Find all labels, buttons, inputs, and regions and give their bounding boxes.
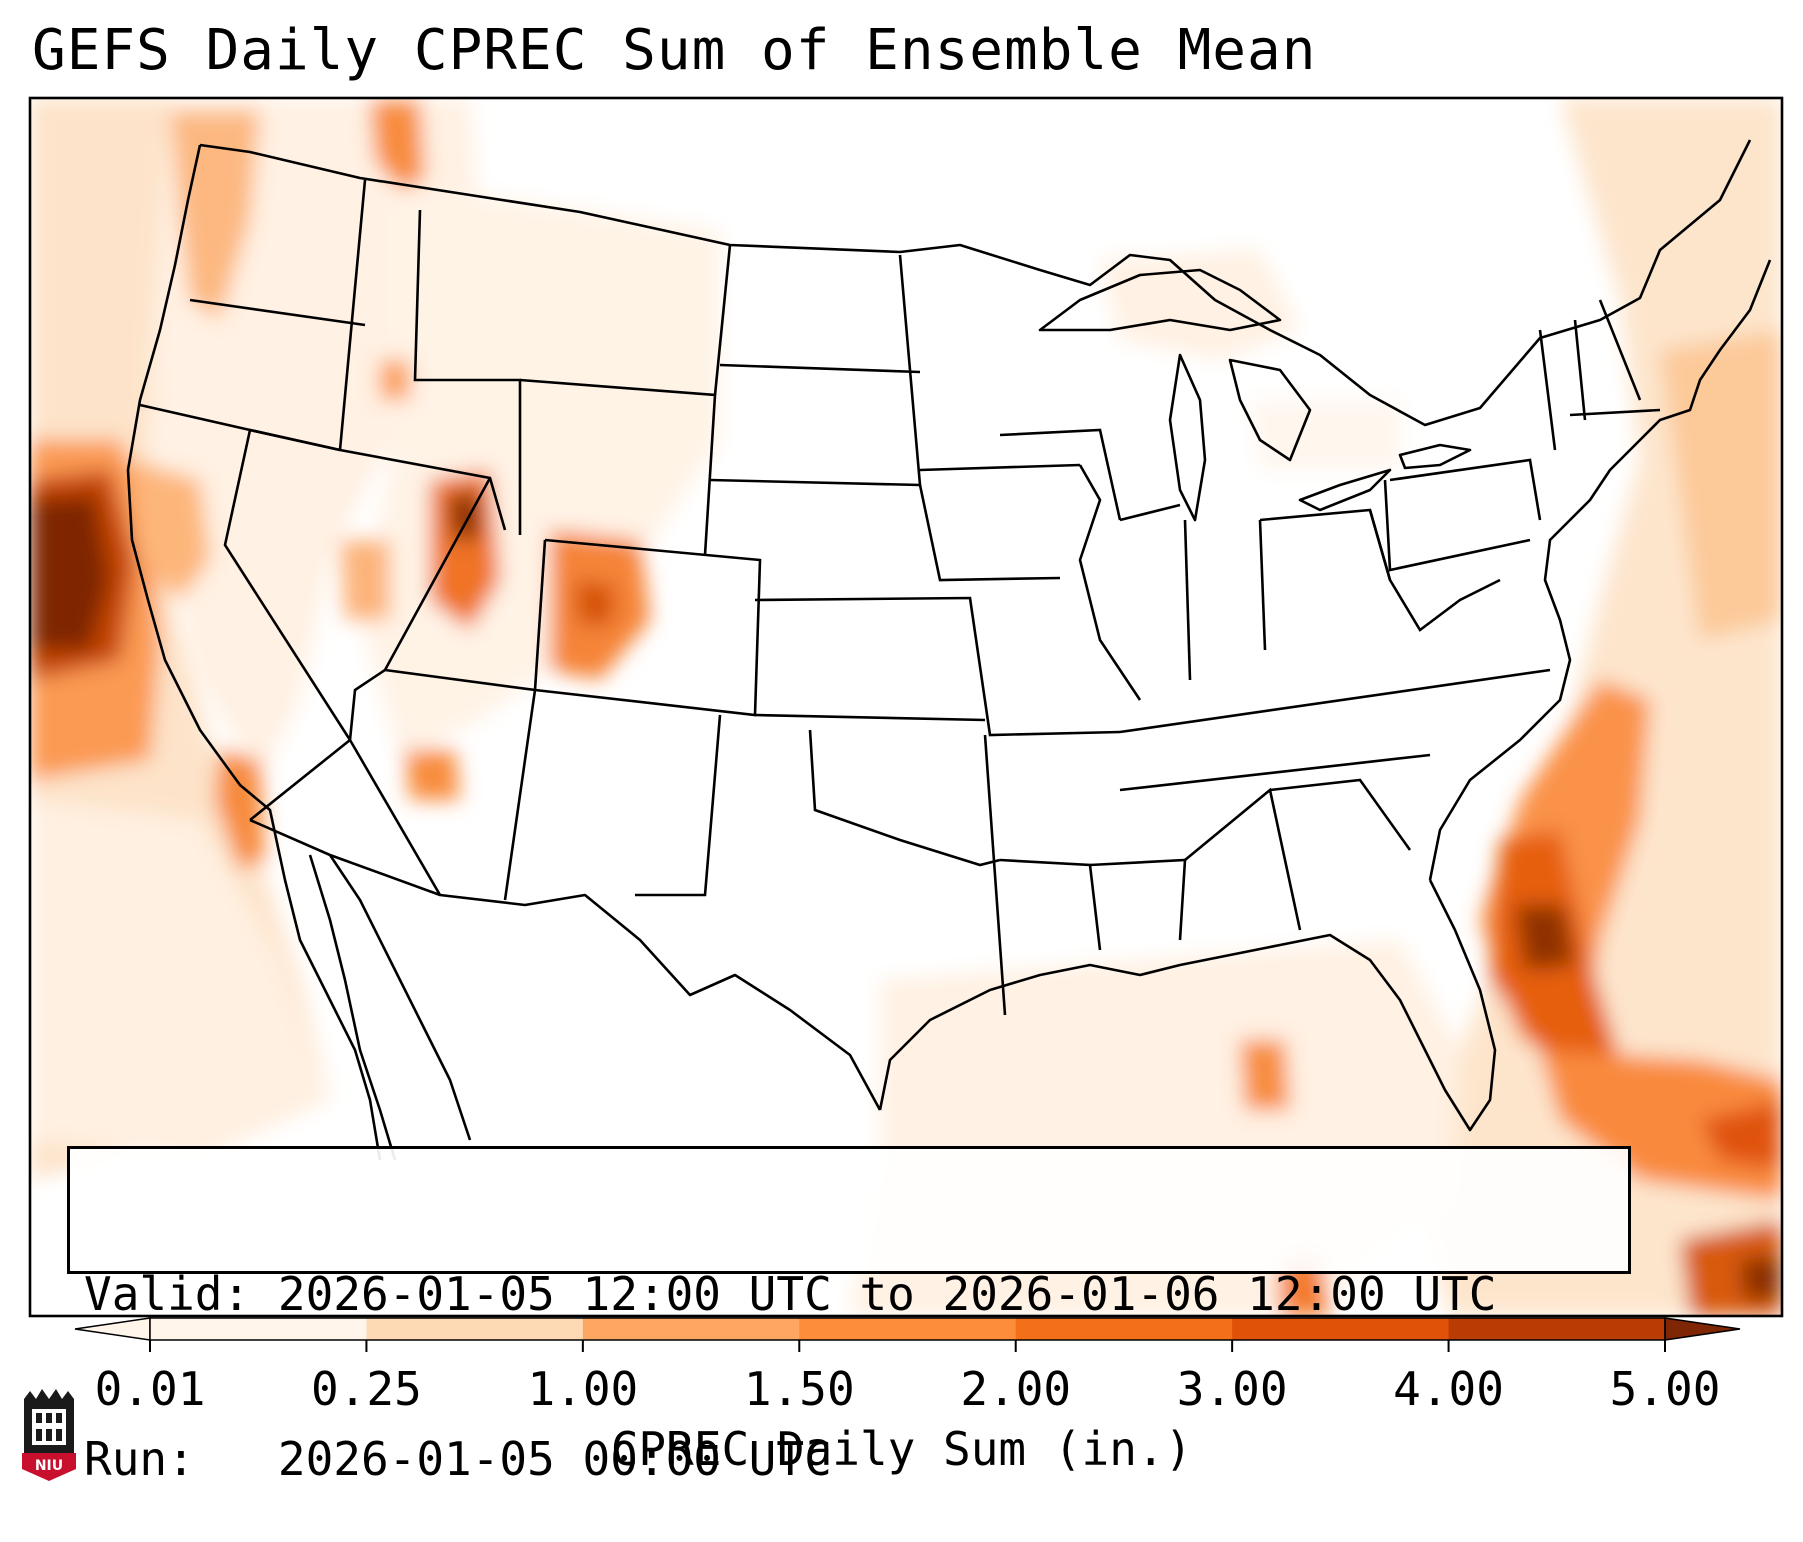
colorbar-tick-label: 4.00	[1393, 1362, 1504, 1416]
precip-bahamas-dark	[1700, 1100, 1782, 1170]
colorbar-tick-label: 5.00	[1609, 1362, 1721, 1416]
colorbar-tick-label: 3.00	[1176, 1362, 1288, 1416]
niu-logo-icon: NIU	[22, 1389, 76, 1481]
precip-utah	[430, 470, 500, 630]
precipitation-field	[30, 98, 1782, 1316]
map-title: GEFS Daily CPREC Sum of Ensemble Mean	[32, 18, 1317, 83]
colorbar-tick-label: 0.01	[94, 1362, 206, 1416]
coastline-baja	[308, 854, 397, 1161]
precip-mexico-pacific	[30, 800, 330, 1160]
lake-superior	[1038, 268, 1282, 332]
coastline-atlantic	[1428, 259, 1772, 881]
coastline-gulf	[878, 879, 1497, 1132]
precip-greatlakes	[1100, 250, 1300, 360]
lake-huron	[1228, 358, 1312, 462]
precip-az-s	[405, 750, 460, 800]
map-frame	[28, 96, 1784, 1318]
precip-gulf-spot	[1240, 1040, 1290, 1110]
colorbar-segment	[1015, 1318, 1233, 1340]
lake-ontario	[1398, 443, 1472, 470]
colorbar-extend-high	[1664, 1317, 1741, 1341]
lake-erie	[1298, 468, 1392, 512]
precip-socal	[215, 750, 265, 870]
colorbar-tick-label: 1.00	[527, 1362, 639, 1416]
precip-utah-core	[448, 492, 480, 540]
colorbar-tick-label: 0.25	[311, 1362, 422, 1416]
border-mexico-us	[249, 818, 882, 1111]
precip-colorado-core	[575, 580, 615, 625]
colorbar-outline	[149, 1317, 1666, 1341]
precip-nw-coast	[170, 110, 260, 320]
run-label: Run:	[84, 1432, 195, 1486]
colorbar-segment	[582, 1318, 800, 1340]
run-line: Run: 2026-01-05 00:00 UTC	[84, 1432, 1614, 1487]
svg-text:NIU: NIU	[35, 1458, 63, 1474]
precip-nevada	[340, 540, 390, 620]
valid-label: Valid:	[84, 1267, 251, 1321]
colorbar-label: CPREC Daily Sum (in.)	[610, 1422, 1193, 1476]
precip-cuba-core	[1740, 1255, 1782, 1300]
colorbar	[74, 1317, 1741, 1352]
map-canvas	[28, 96, 1784, 1352]
precip-bahamas	[1540, 1050, 1782, 1200]
colorbar-segment	[1232, 1318, 1450, 1340]
lake-michigan	[1168, 353, 1207, 522]
colorbar-tick-label: 2.00	[960, 1362, 1072, 1416]
precip-gulfstream-core	[1515, 905, 1575, 970]
valid-value: 2026-01-05 12:00 UTC to 2026-01-06 12:00…	[277, 1267, 1497, 1321]
coastline-pacific	[126, 144, 382, 1161]
colorbar-segment	[1448, 1318, 1666, 1340]
valid-run-info-box: Valid: 2026-01-05 12:00 UTC to 2026-01-0…	[67, 1146, 1631, 1486]
colorbar-segment	[366, 1318, 584, 1340]
precip-idaho-2	[380, 360, 410, 400]
precip-idaho	[370, 100, 425, 190]
colorbar-segment	[150, 1318, 367, 1340]
colorbar-tick-label: 1.50	[743, 1362, 855, 1416]
coastline-sonora	[328, 854, 472, 1141]
colorbar-segment	[799, 1318, 1017, 1340]
valid-line: Valid: 2026-01-05 12:00 UTC to 2026-01-0…	[84, 1267, 1614, 1322]
precip-sierra	[130, 460, 210, 600]
run-value: 2026-01-05 00:00 UTC	[277, 1432, 832, 1486]
precip-ohio-faint	[1250, 400, 1400, 470]
state-boundaries	[139, 179, 1661, 1016]
precip-pacific-core	[30, 495, 110, 650]
